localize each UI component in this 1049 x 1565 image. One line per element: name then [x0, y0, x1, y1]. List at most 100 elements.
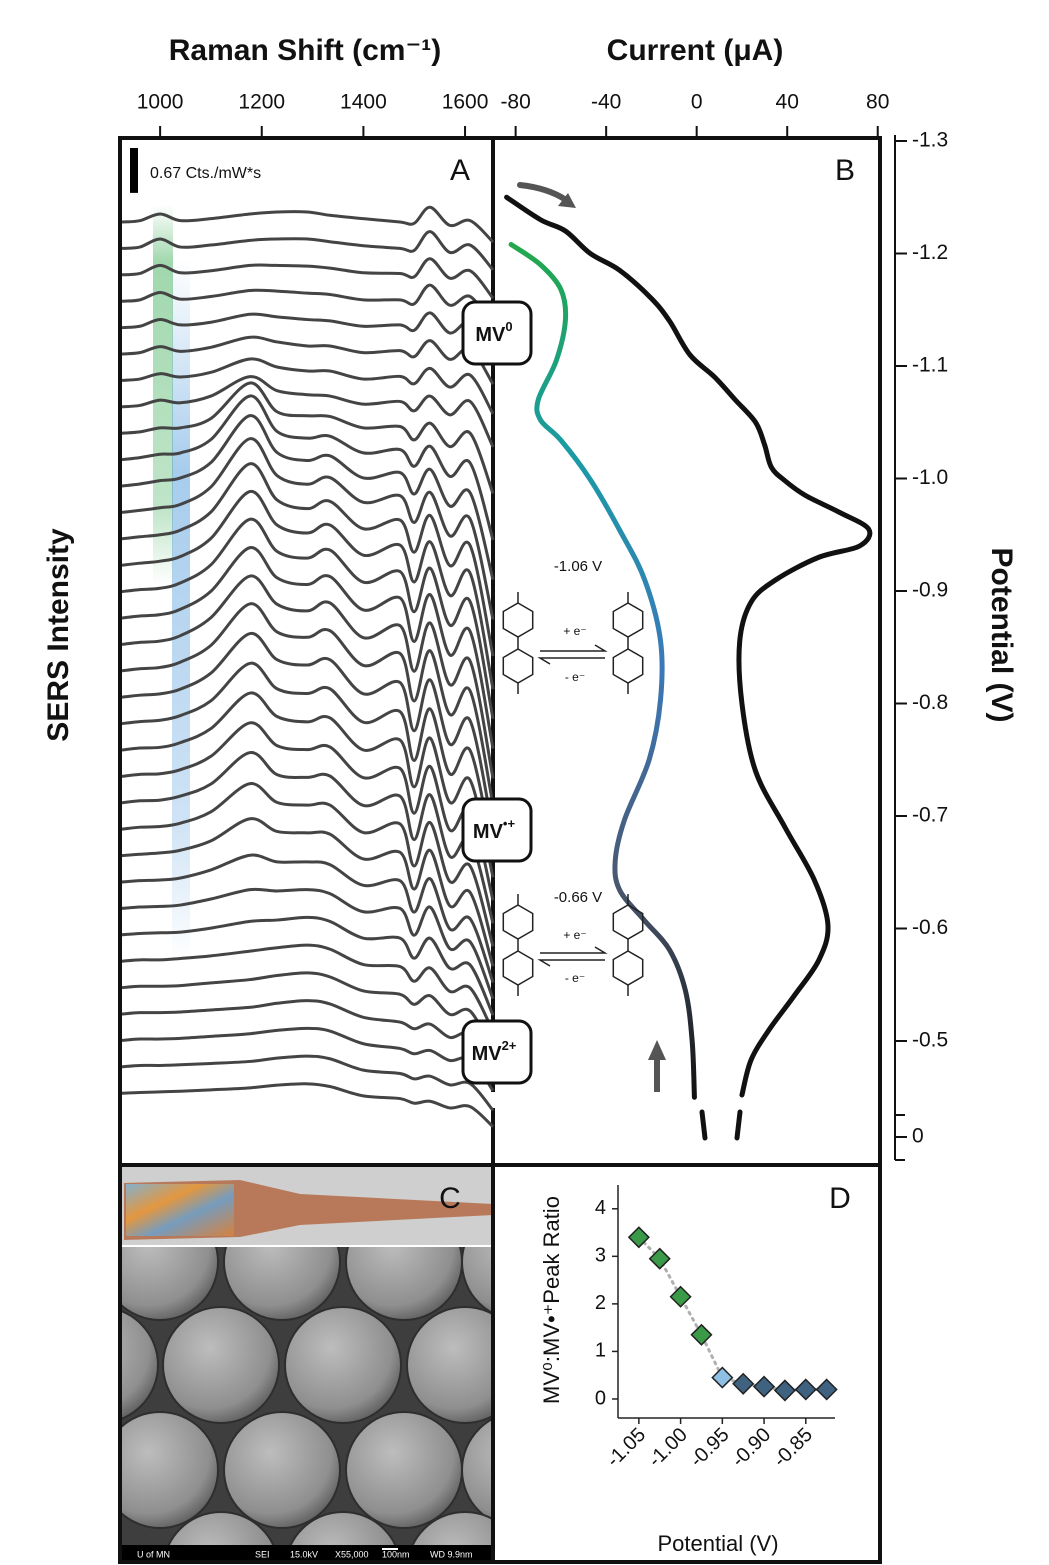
spectrum: [121, 394, 495, 541]
y-tick-label: -1.0: [912, 466, 948, 489]
state-label-sup: •+: [503, 816, 516, 831]
photo: [122, 1167, 493, 1245]
state-label-base: MV: [473, 821, 504, 843]
y-tick-label: -0.6: [912, 916, 948, 939]
scan-arrow-head: [648, 1040, 666, 1060]
ring: [502, 602, 534, 638]
annotation: -1.06 V: [554, 558, 602, 575]
x-tick-label: 40: [776, 91, 799, 114]
annotation: + e⁻: [563, 928, 586, 942]
spectrum: [121, 691, 495, 878]
spectrum: [121, 1082, 495, 1128]
state-label: MV2+: [472, 1038, 517, 1065]
spectrum: [121, 414, 495, 581]
cv-curve: [508, 242, 697, 1100]
x-tick-label: 0: [691, 91, 703, 114]
spectrum: [121, 915, 495, 1016]
sem-caption: SEI: [255, 1549, 270, 1559]
eq-arrow: [537, 959, 605, 967]
x-axis-title: Potential (V): [657, 1531, 778, 1556]
x-tick-label: -0.95: [686, 1424, 734, 1472]
y-tick-label: 0: [595, 1387, 606, 1409]
x-axis-title: Raman Shift (cm⁻¹): [169, 34, 442, 67]
x-tick-label: 1400: [340, 91, 387, 114]
y-tick-label: -0.8: [912, 691, 948, 714]
ring: [612, 904, 644, 940]
state-label-sup: 2+: [502, 1038, 517, 1053]
spectrum: [121, 230, 495, 271]
ring: [502, 648, 534, 684]
panel-label: B: [835, 154, 855, 187]
y-axis-title: MV⁰:MV•⁺Peak Ratio: [539, 1196, 564, 1404]
x-tick-label: -0.90: [728, 1424, 776, 1472]
x-tick-label: 1600: [442, 91, 489, 114]
spectrum: [121, 721, 495, 901]
x-tick-label: -1.05: [602, 1424, 650, 1472]
cv-curve: [504, 194, 873, 1098]
annotation: - e⁻: [565, 971, 585, 985]
spectrum: [121, 335, 495, 385]
sem-caption: X55,000: [335, 1549, 369, 1559]
y-tick-label: 2: [595, 1292, 606, 1314]
marker: [752, 1375, 776, 1398]
spectrum: [121, 205, 495, 244]
spectrum: [121, 853, 495, 984]
y-tick-label: 1: [595, 1340, 606, 1362]
state-label-base: MV: [472, 1043, 503, 1065]
ring: [612, 648, 644, 684]
break-segment: [699, 1109, 743, 1141]
spectrum: [121, 546, 495, 749]
x-tick-label: -1.00: [644, 1424, 692, 1472]
marker: [794, 1378, 817, 1401]
y-tick-label: -0.5: [912, 1029, 948, 1052]
state-box: [461, 797, 533, 863]
state-label: MV•+: [473, 816, 516, 843]
panel-label: C: [439, 1182, 461, 1215]
spectrum: [121, 490, 495, 690]
y-tick-label: 4: [595, 1197, 606, 1219]
sem-caption-bar: [122, 1545, 493, 1561]
x-tick-label: 1200: [238, 91, 285, 114]
x-tick-label: 80: [866, 91, 889, 114]
spectrum: [121, 1054, 495, 1112]
highlight-band: [153, 205, 173, 585]
ring: [612, 950, 644, 986]
spectrum: [121, 517, 495, 720]
y-tick-label: 3: [595, 1245, 606, 1267]
spectrum: [121, 357, 495, 415]
spectrum: [121, 283, 495, 328]
state-box: [461, 1019, 533, 1085]
eq-arrow: [540, 946, 608, 954]
state-label-sup: 0: [505, 319, 512, 334]
marker: [815, 1378, 838, 1401]
state-label: MV0: [475, 319, 512, 346]
ring: [502, 950, 534, 986]
spectrum: [121, 661, 495, 855]
state-label-base: MV: [475, 324, 506, 346]
spectrum: [121, 375, 495, 448]
y-tick-label: 0: [912, 1125, 924, 1148]
y-tick-label: -0.7: [912, 804, 948, 827]
x-axis-title: Current (μA): [607, 34, 784, 67]
marker: [732, 1372, 755, 1395]
panel-label: A: [450, 154, 470, 187]
spectrum: [121, 462, 495, 657]
marker: [690, 1323, 713, 1346]
y-tick-label: -1.1: [912, 354, 948, 377]
y-tick-label: -0.9: [912, 579, 948, 602]
y-tick-label: -1.3: [912, 129, 948, 152]
x-tick-label: -0.85: [769, 1424, 817, 1472]
eq-arrow: [540, 644, 608, 652]
marker: [669, 1285, 692, 1308]
marker: [711, 1366, 734, 1389]
state-box: [461, 300, 533, 366]
marker: [627, 1226, 650, 1249]
spectrum: [121, 999, 495, 1072]
y-tick-label: -1.2: [912, 241, 948, 264]
sem-caption: U of MN: [137, 1549, 170, 1559]
y-axis-title: SERS Intensity: [42, 528, 75, 742]
panel-label: D: [829, 1182, 851, 1215]
y-axis-title: Potential (V): [985, 547, 1018, 722]
sem-caption: WD 9.9nm: [430, 1549, 473, 1559]
